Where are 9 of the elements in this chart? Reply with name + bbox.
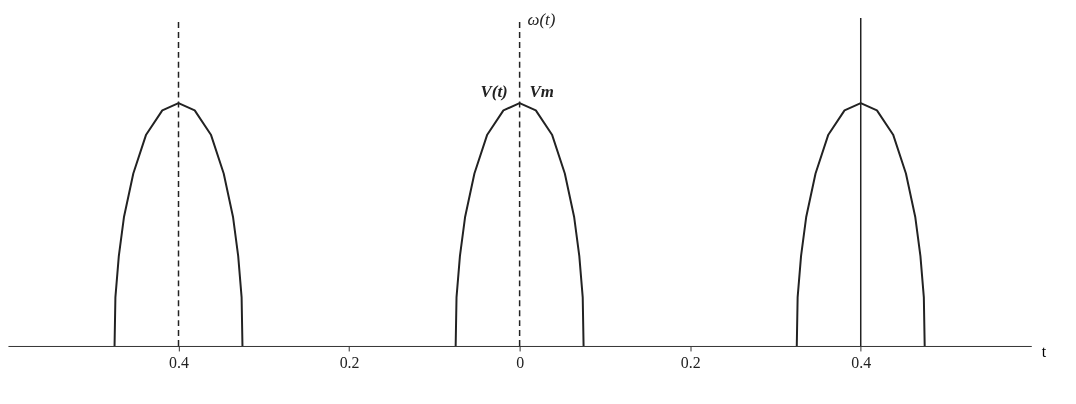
ref-line-label: ω(t) xyxy=(527,10,556,30)
x-tick-label: 0.2 xyxy=(339,354,360,372)
x-tick-label: 0.4 xyxy=(169,354,189,372)
x-axis-title: t xyxy=(1041,343,1047,361)
annotation: V(t) xyxy=(480,82,508,102)
x-tick-label: 0 xyxy=(516,354,525,372)
x-tick-label: 0.4 xyxy=(851,354,872,372)
annotation: Vm xyxy=(529,82,554,102)
x-tick-label: 0.2 xyxy=(680,354,701,372)
